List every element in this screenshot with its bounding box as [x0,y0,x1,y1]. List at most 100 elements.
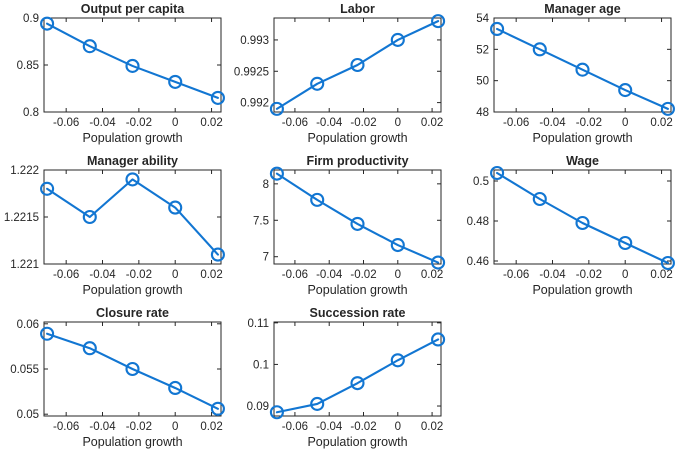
data-point-marker [168,380,183,396]
data-point-marker [310,396,325,411]
data-point-marker [82,39,97,54]
y-tick-label: 8 [263,179,269,191]
y-tick-label: 54 [476,13,489,25]
y-tick-label: 50 [476,76,489,88]
y-tick-label: 0.05 [17,409,39,421]
y-tick-label: 0.09 [247,401,269,413]
plot-box [493,17,672,113]
subplot-output-per-capita: -0.06 -0.04 -0.02 0 0.02 0.8 0.85 0.9 Output per… [0,0,230,152]
x-tick-label: -0.02 [126,117,152,129]
data-point-marker [490,165,505,181]
x-axis-label: Population growth [307,435,407,449]
x-axis-label: Population growth [82,435,182,449]
data-point-marker [350,57,365,73]
x-tick-label: 0.02 [200,117,222,129]
chart-title: Closure rate [96,306,169,320]
data-point-marker [431,332,446,347]
y-tick-label: 0.5 [473,176,489,188]
data-point-marker [350,376,365,391]
data-point-marker [390,32,405,47]
data-line [46,332,219,410]
data-line [275,338,440,414]
subplot-succession-rate: -0.06 -0.04 -0.02 0 0.02 0.09 0.1 0.11 Successio… [230,304,450,457]
data-point-marker [82,209,97,225]
data-point-marker [390,353,405,368]
x-axis-label: Population growth [307,283,407,297]
chart-labor-svg: -0.06 -0.04 -0.02 0 0.02 0.992 0.9925 0.993 Labo… [234,2,446,145]
y-tick-label: 7 [263,252,269,264]
x-axis-label: Population growth [82,131,182,145]
chart-succession-rate-svg: -0.06 -0.04 -0.02 0 0.02 0.09 0.1 0.11 Successio… [247,306,446,449]
x-axis-label: Population growth [307,131,407,145]
plot-box [493,169,672,265]
x-tick-label: -0.02 [126,421,152,433]
x-tick-label: -0.06 [282,421,308,433]
data-point-marker [269,101,284,116]
data-point-marker [40,326,55,341]
subplot-wage: -0.06 -0.04 -0.02 0 0.02 0.46 0.48 0.5 Wage Popul… [450,152,680,304]
y-tick-label: 0.992 [240,98,269,110]
x-axis-label: Population growth [532,131,632,145]
data-point-marker [168,200,183,215]
data-point-marker [390,238,405,253]
data-line [275,20,440,110]
x-tick-label: 0.02 [421,269,443,281]
plot-box [273,17,442,113]
data-point-marker [269,166,284,181]
chart-manager-age-svg: -0.06 -0.04 -0.02 0 0.02 48 50 52 54 Manager age P… [476,2,675,145]
y-tick-label: 52 [476,44,489,56]
x-tick-label: -0.04 [89,117,116,129]
data-line [496,171,669,265]
data-point-marker [618,83,633,98]
data-point-marker [431,255,446,270]
chart-wage-svg: -0.06 -0.04 -0.02 0 0.02 0.46 0.48 0.5 Wage Popul… [467,154,675,297]
y-tick-label: 1.222 [10,165,39,177]
data-point-marker [210,401,225,416]
subplot-manager-age: -0.06 -0.04 -0.02 0 0.02 48 50 52 54 Manager age P… [450,0,680,152]
y-tick-label: 1.2215 [4,212,39,224]
subplot-labor: -0.06 -0.04 -0.02 0 0.02 0.992 0.9925 0.993 Labo… [230,0,450,152]
data-point-marker [350,216,365,231]
y-tick-label: 0.11 [247,318,269,330]
y-tick-label: 0.9925 [234,66,269,78]
y-tick-label: 0.48 [467,216,489,228]
x-tick-label: 0 [395,117,401,129]
chart-manager-ability-svg: -0.06 -0.04 -0.02 0 0.02 1.221 1.2215 1.222 Mana… [4,154,225,297]
data-point-marker [532,42,547,57]
data-line [275,172,440,264]
data-point-marker [431,14,446,29]
x-tick-label: 0.02 [200,421,222,433]
x-tick-label: 0 [395,269,401,281]
subplot-manager-ability: -0.06 -0.04 -0.02 0 0.02 1.221 1.2215 1.222 Mana… [0,152,230,304]
x-tick-label: -0.04 [316,269,343,281]
x-tick-label: -0.06 [53,269,79,281]
x-tick-label: -0.04 [539,117,566,129]
x-axis-label: Population growth [82,283,182,297]
data-point-marker [269,405,284,420]
chart-title: Labor [340,2,375,16]
data-line [496,27,669,110]
x-tick-label: -0.06 [53,421,79,433]
x-tick-label: -0.06 [503,269,529,281]
y-tick-label: 1.221 [10,259,39,271]
data-point-marker [660,255,675,271]
chart-firm-productivity-svg: -0.06 -0.04 -0.02 0 0.02 7 7.5 8 Firm productivi… [253,154,446,297]
data-point-marker [532,191,547,207]
x-tick-label: 0 [172,421,178,433]
plot-box [273,169,442,265]
data-point-marker [210,90,225,105]
plot-box [273,321,442,417]
subplot-firm-productivity: -0.06 -0.04 -0.02 0 0.02 7 7.5 8 Firm productivi… [230,152,450,304]
x-tick-label: -0.02 [350,421,376,433]
chart-closure-rate-svg: -0.06 -0.04 -0.02 0 0.02 0.05 0.055 0.06 Closure… [10,306,225,449]
data-point-marker [125,361,140,377]
data-point-marker [40,181,55,196]
data-line [46,178,219,256]
y-tick-label: 0.993 [240,35,269,47]
x-tick-label: -0.04 [316,117,343,129]
x-tick-label: -0.04 [89,269,116,281]
data-point-marker [575,62,590,77]
chart-title: Output per capita [81,2,186,16]
x-tick-label: 0.02 [650,117,672,129]
